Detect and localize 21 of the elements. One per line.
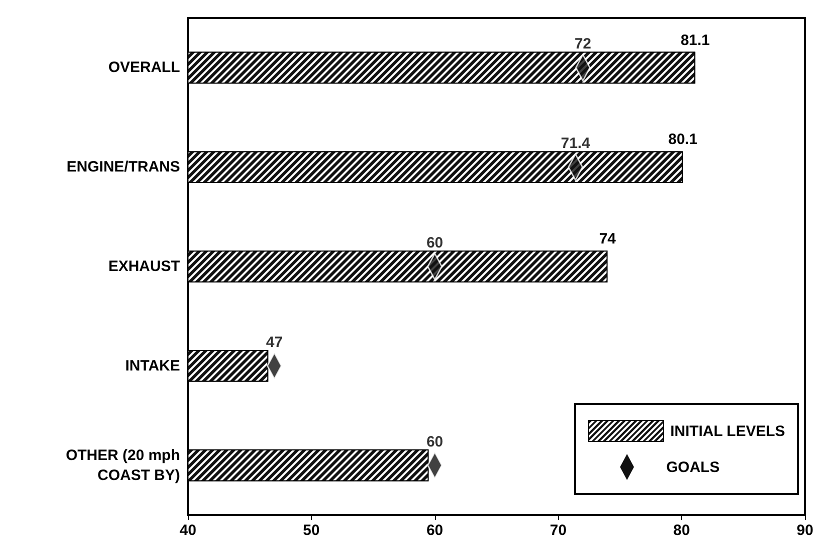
legend-label: GOALS bbox=[666, 458, 720, 476]
x-tick-label: 50 bbox=[303, 522, 320, 539]
y-tick-label: INTAKE bbox=[125, 357, 180, 374]
data-label: 81.1 bbox=[680, 32, 710, 49]
y-tick-label: OTHER (20 mph COAST BY) bbox=[66, 446, 180, 484]
y-tick-label: EXHAUST bbox=[108, 258, 180, 275]
x-tick-label: 60 bbox=[426, 522, 444, 539]
x-tick-label: 40 bbox=[180, 522, 196, 539]
data-label: 72 bbox=[574, 36, 592, 53]
data-label: 60 bbox=[426, 433, 444, 450]
y-tick-label: ENGINE/TRANS bbox=[66, 158, 180, 176]
data-label: 60 bbox=[426, 234, 444, 252]
data-label: 74 bbox=[599, 230, 617, 248]
x-tick-label: 70 bbox=[550, 522, 567, 539]
data-label: 71.4 bbox=[560, 135, 591, 152]
x-tick-label: 90 bbox=[796, 522, 814, 539]
x-tick-label: 80 bbox=[673, 522, 690, 539]
legend-box: INITIAL LEVELS GOALS bbox=[574, 403, 799, 495]
y-tick-label: OVERALL bbox=[108, 59, 180, 76]
data-label: 80.1 bbox=[668, 131, 698, 148]
data-label: 47 bbox=[266, 334, 283, 351]
